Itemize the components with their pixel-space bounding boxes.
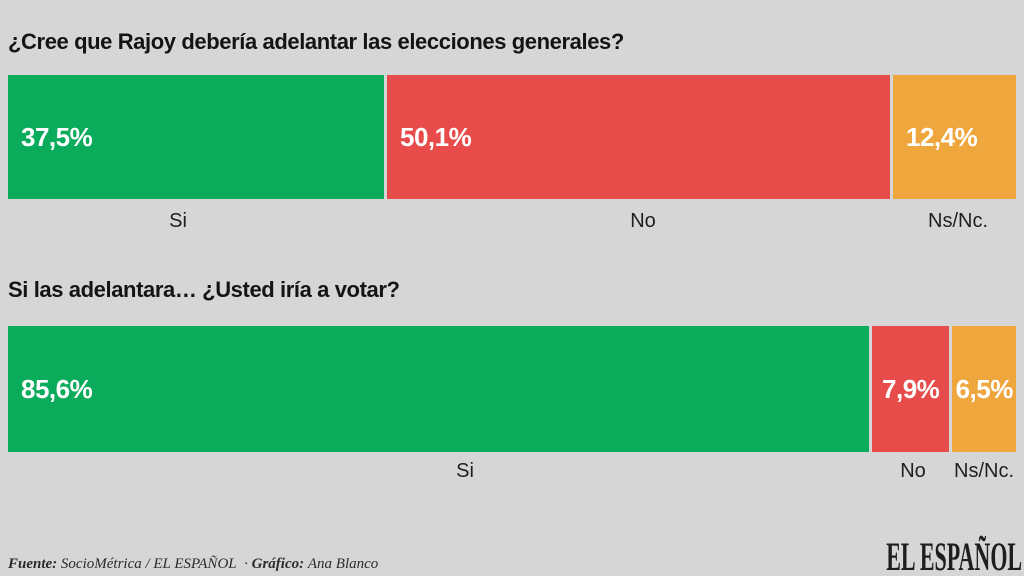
chart-1-title: ¿Cree que Rajoy debería adelantar las el…: [8, 29, 624, 54]
source-value: SocioMétrica / EL ESPAÑOL: [60, 556, 237, 572]
credit-label: Gráfico:: [251, 556, 305, 572]
chart-2-category-nsnc: Ns/Nc.: [954, 460, 1014, 482]
chart-2-value-no: 7,9%: [882, 373, 940, 404]
chart-1-segment-si: 37,5%: [8, 75, 384, 199]
chart-1-stacked-bar: 37,5% 50,1% 12,4%: [8, 75, 1016, 199]
chart-1-segment-no: 50,1%: [387, 75, 890, 199]
chart-2-value-nsnc: 6,5%: [955, 373, 1014, 404]
chart-2-value-si: 85,6%: [21, 373, 93, 404]
chart-2-category-row: Si No Ns/Nc.: [0, 456, 1024, 488]
chart-1-category-no: No: [630, 210, 656, 232]
chart-1-value-nsnc: 12,4%: [906, 121, 978, 152]
chart-2-segment-si: 85,6%: [8, 326, 869, 452]
chart-1-segment-nsnc: 12,4%: [893, 75, 1016, 199]
chart-1-category-row: Si No Ns/Nc.: [0, 206, 1024, 238]
chart-1-value-si: 37,5%: [21, 121, 93, 152]
chart-1-category-si: Si: [169, 210, 187, 232]
chart-2-title: Si las adelantara… ¿Usted iría a votar?: [8, 277, 400, 302]
chart-2-segment-no: 7,9%: [871, 326, 950, 452]
chart-1-category-nsnc: Ns/Nc.: [928, 210, 988, 232]
source-credit-line: Fuente: SocioMétrica / EL ESPAÑOL · Gráf…: [8, 553, 378, 575]
separator-dot: ·: [244, 556, 248, 572]
chart-1-value-no: 50,1%: [400, 121, 472, 152]
el-espanol-logo: EL ESPAÑOL: [886, 534, 1022, 576]
credit-value: Ana Blanco: [307, 556, 379, 572]
chart-2-stacked-bar: 85,6% 7,9% 6,5%: [8, 326, 1016, 452]
chart-2-category-si: Si: [456, 460, 474, 482]
source-label: Fuente:: [8, 556, 58, 572]
chart-2-category-no: No: [900, 460, 926, 482]
chart-2-segment-nsnc: 6,5%: [952, 326, 1016, 452]
